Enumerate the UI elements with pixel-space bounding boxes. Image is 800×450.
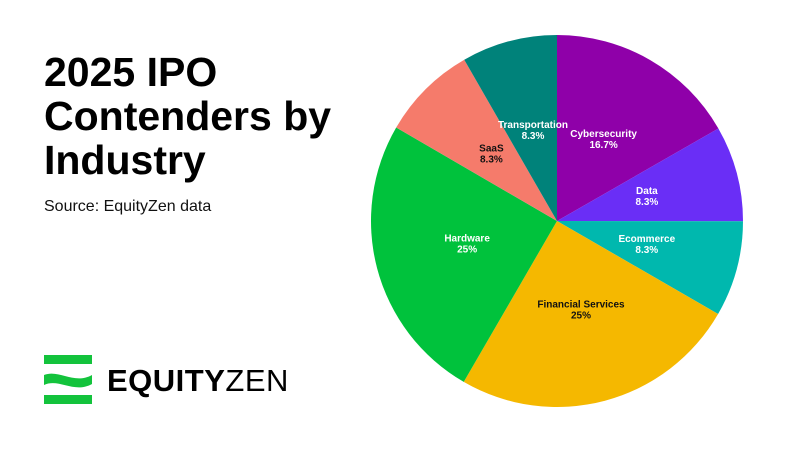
pie-slice [557, 35, 719, 221]
value-label: 8.3% [635, 245, 658, 256]
pie-slice [370, 127, 557, 382]
logo-icon [44, 355, 92, 404]
slice-label: Data [636, 186, 658, 197]
logo-bold: EQUITY [107, 363, 226, 398]
slice-label: Cybersecurity [570, 129, 637, 140]
pie-slice [463, 221, 719, 407]
logo-light: ZEN [225, 363, 289, 398]
slice-label: SaaS [479, 144, 504, 155]
value-label: 25% [571, 310, 591, 321]
chart-title: 2025 IPO Contenders by Industry [44, 49, 332, 183]
slice-label: Hardware [444, 233, 490, 244]
value-label: 8.3% [480, 155, 503, 166]
value-label: 8.3% [522, 131, 545, 142]
slice-label: Financial Services [537, 299, 625, 310]
pie-slice [557, 128, 743, 222]
slice-label: Transportation [498, 120, 568, 131]
chart-subtitle: Source: EquityZen data [44, 198, 212, 215]
value-label: 25% [457, 244, 477, 255]
pie-slice [396, 59, 557, 222]
value-label: 16.7% [589, 140, 617, 151]
pie-slice [557, 221, 743, 314]
value-label: 8.3% [635, 197, 658, 208]
slice-label: Ecommerce [618, 234, 675, 245]
logo-text: EQUITYZEN [107, 363, 289, 399]
pie-slice [464, 35, 557, 221]
